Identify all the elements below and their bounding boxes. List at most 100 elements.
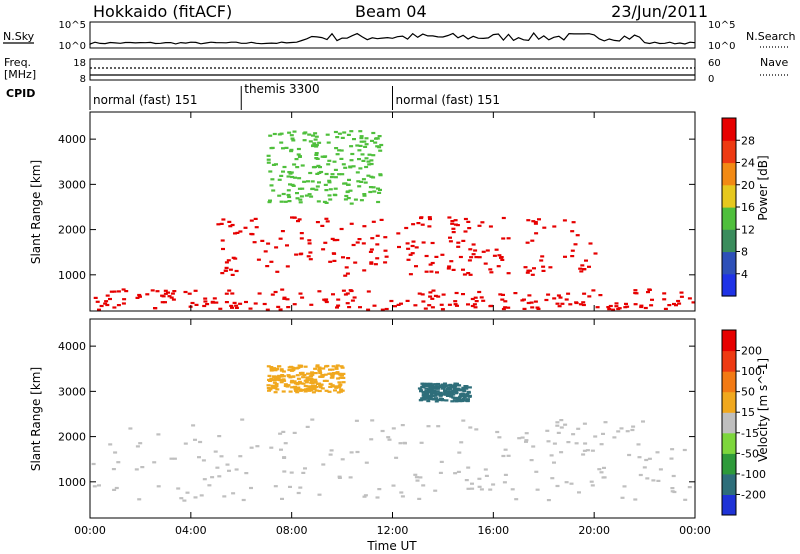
heatmap-cell [163,289,168,292]
heatmap-cell [330,374,335,377]
heatmap-cell [450,222,455,225]
heatmap-cell [614,305,619,308]
heatmap-cell [300,296,305,299]
heatmap-cell [495,430,500,434]
heatmap-cell [255,445,260,448]
heatmap-cell [602,466,606,469]
heatmap-cell [593,252,598,255]
heatmap-cell [318,375,323,378]
heatmap-cell [286,375,291,378]
heatmap-cell [453,300,458,303]
heatmap-cell [283,442,288,445]
heatmap-cell [215,466,220,469]
heatmap-cell [630,428,635,432]
heatmap-cell [419,390,423,393]
heatmap-cell [552,442,557,445]
heatmap-cell [467,395,472,398]
heatmap-cell [457,384,462,387]
heatmap-cell [371,186,376,189]
heatmap-cell [280,230,285,233]
heatmap-cell [285,265,290,268]
heatmap-cell [187,292,192,295]
heatmap-cell [325,133,330,136]
heatmap-cell [306,372,310,375]
heatmap-cell [103,302,108,305]
heatmap-cell [199,494,204,497]
heatmap-cell [269,446,274,449]
heatmap-cell [224,261,229,264]
colorbar-tick-label: 200 [741,345,762,358]
heatmap-cell [268,388,273,391]
heatmap-cell [461,419,466,422]
heatmap-cell [687,486,692,489]
heatmap-cell [410,244,415,248]
colorbar-tick-label: 100 [741,365,762,378]
heatmap-cell [667,304,672,307]
heatmap-cell [455,304,459,307]
heatmap-cell [426,394,431,397]
heatmap-cell [266,387,271,390]
heatmap-cell [282,456,287,459]
heatmap-cell [383,249,388,252]
heatmap-cell [335,136,340,139]
heatmap-cell [373,263,378,266]
heatmap-cell [419,398,424,402]
heatmap-cell [560,302,565,305]
heatmap-cell [643,306,648,310]
heatmap-cell [421,394,426,397]
heatmap-cell [423,307,428,310]
heatmap-cell [502,481,507,484]
heatmap-cell [339,227,344,231]
heatmap-cell [346,183,351,186]
colorbar-swatch [722,273,736,297]
heatmap-cell [498,293,503,296]
heatmap-cell [510,488,515,491]
heatmap-cell [224,301,229,304]
heatmap-cell [340,173,345,176]
cpid-modes: normal (fast) 151 themis 3300 normal (fast… [89,82,500,110]
heatmap-cell [332,259,337,262]
heatmap-cell [172,457,177,460]
heatmap-cell [345,292,350,295]
heatmap-cell [614,302,619,305]
heatmap-cell [321,248,326,251]
heatmap-cell [422,383,426,386]
heatmap-cell [307,133,312,136]
heatmap-cell [639,305,644,309]
heatmap-cell [483,262,488,265]
heatmap-cell [670,490,675,493]
heatmap-cell [349,451,354,454]
heatmap-cell [397,245,401,249]
heatmap-cell [336,377,341,380]
heatmap-cell [359,137,364,140]
heatmap-cell [205,303,210,306]
heatmap-cell [687,297,692,300]
heatmap-cell [524,432,529,435]
heatmap-cell [128,427,133,430]
heatmap-cell [341,256,345,259]
heatmap-cell [292,163,297,166]
heatmap-cell [350,152,355,156]
heatmap-cell [267,201,272,204]
heatmap-cell [270,178,275,181]
heatmap-cell [443,389,447,392]
heatmap-cell [465,399,470,403]
beam-title: Beam 04 [355,2,427,21]
heatmap-cell [308,140,313,143]
heatmap-cell [341,289,346,292]
heatmap-cell [310,385,315,388]
heatmap-cell [421,386,426,389]
colorbar-tick-label: 20 [741,179,755,192]
heatmap-cell [311,144,315,148]
heatmap-cell [330,237,335,240]
heatmap-cell [368,186,373,189]
heatmap-cell [241,498,246,502]
heatmap-cell [343,274,348,277]
x-tick-label: 00:00 [679,524,711,537]
heatmap-cell [339,149,344,152]
heatmap-cell [287,366,292,369]
heatmap-cell [213,450,218,453]
heatmap-cell [461,386,466,389]
heatmap-cell [362,193,367,196]
heatmap-cell [371,176,376,179]
